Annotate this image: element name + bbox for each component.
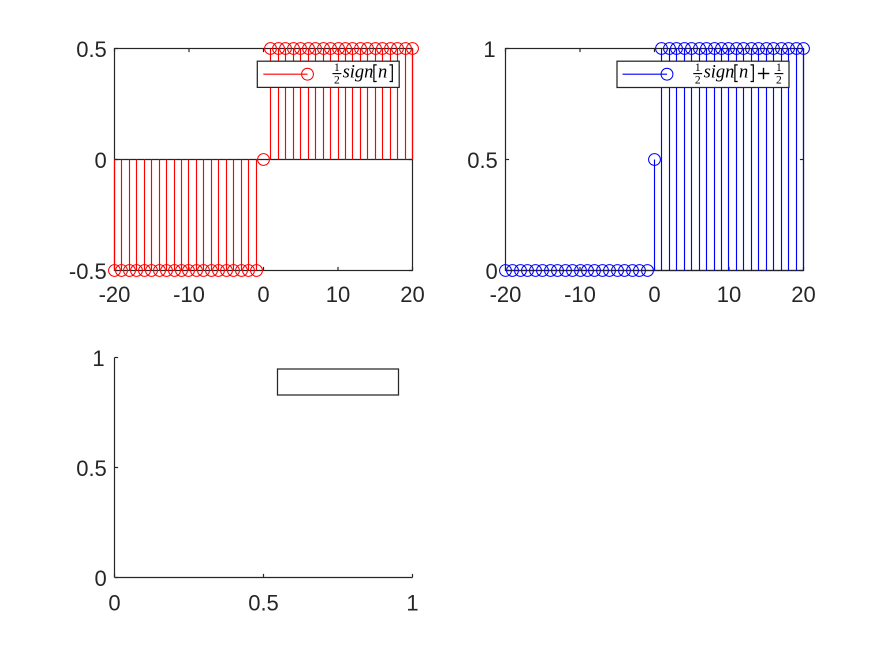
svg-text:n: n bbox=[378, 63, 387, 83]
svg-text:10: 10 bbox=[326, 282, 350, 307]
svg-text:1: 1 bbox=[695, 62, 701, 74]
svg-text:-20: -20 bbox=[490, 282, 522, 307]
svg-text:0: 0 bbox=[95, 148, 107, 173]
svg-text:0: 0 bbox=[486, 259, 498, 284]
svg-text:n: n bbox=[739, 63, 748, 83]
svg-text:2: 2 bbox=[334, 74, 340, 86]
svg-text:0: 0 bbox=[95, 566, 107, 591]
svg-text:1: 1 bbox=[406, 590, 418, 615]
svg-text:1: 1 bbox=[483, 37, 495, 62]
svg-text:0.5: 0.5 bbox=[248, 590, 279, 615]
svg-text:0: 0 bbox=[108, 590, 120, 615]
svg-text:1: 1 bbox=[776, 62, 782, 74]
svg-text:20: 20 bbox=[791, 282, 815, 307]
svg-text:-10: -10 bbox=[564, 282, 596, 307]
svg-text:0: 0 bbox=[257, 282, 269, 307]
svg-text:2: 2 bbox=[695, 74, 701, 86]
svg-text:20: 20 bbox=[400, 282, 424, 307]
svg-text:0: 0 bbox=[648, 282, 660, 307]
svg-text:sign: sign bbox=[704, 63, 735, 83]
svg-text:-20: -20 bbox=[99, 282, 131, 307]
svg-text:0.5: 0.5 bbox=[76, 37, 107, 62]
svg-text:-10: -10 bbox=[173, 282, 205, 307]
svg-text:sign: sign bbox=[343, 63, 374, 83]
svg-text:2: 2 bbox=[776, 74, 782, 86]
svg-text:10: 10 bbox=[717, 282, 741, 307]
svg-text:0.5: 0.5 bbox=[467, 148, 498, 173]
svg-text:0.5: 0.5 bbox=[76, 456, 107, 481]
svg-text:-0.5: -0.5 bbox=[69, 259, 107, 284]
svg-text:1: 1 bbox=[92, 346, 104, 371]
svg-text:1: 1 bbox=[334, 62, 340, 74]
